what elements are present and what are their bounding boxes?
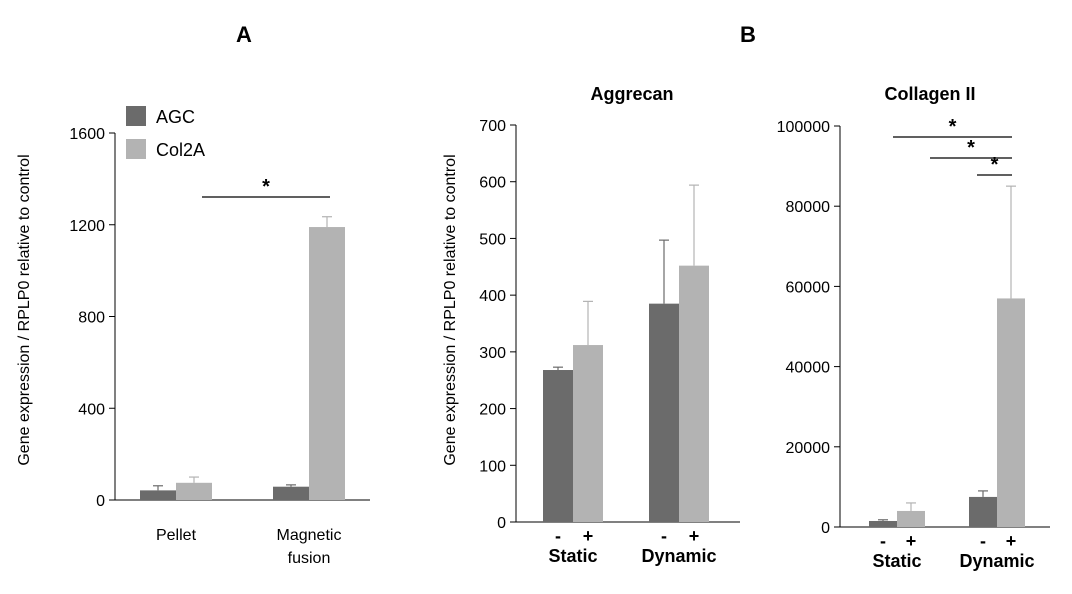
chart-aggrecan-category-label: Static <box>548 546 597 566</box>
chart-collagen-ii-y-tick-label: 40000 <box>786 360 831 377</box>
chart-collagen-ii-condition-plus: + <box>906 531 917 551</box>
chart-collagen-ii-condition-plus: + <box>1006 531 1017 551</box>
chart-a-significance-star: * <box>262 176 270 198</box>
legend-swatch-col2a <box>126 139 146 159</box>
chart-collagen-ii-y-tick-label: 0 <box>821 520 830 537</box>
chart-aggrecan-title: Aggrecan <box>590 84 673 104</box>
chart-aggrecan: Aggrecan Gene expression / RPLP0 relativ… <box>442 84 740 566</box>
chart-collagen-ii-title: Collagen II <box>884 84 975 104</box>
chart-aggrecan-y-tick-label: 600 <box>479 175 506 192</box>
chart-collagen-ii-minus-bar <box>969 496 997 527</box>
chart-collagen-ii-significance-star: * <box>991 154 999 176</box>
chart-aggrecan-y-tick-label: 100 <box>479 458 506 475</box>
chart-aggrecan-condition-minus: - <box>661 526 667 546</box>
chart-collagen-ii-minus-bar <box>869 520 897 527</box>
chart-aggrecan-condition-plus: + <box>689 526 700 546</box>
chart-a-category-label: Magnetic <box>277 527 342 544</box>
chart-collagen-ii-condition-minus: - <box>880 531 886 551</box>
chart-a-y-tick-label: 1600 <box>69 126 105 143</box>
panel-letter-a: A <box>236 22 252 47</box>
chart-aggrecan-condition-minus: - <box>555 526 561 546</box>
chart-aggrecan-y-axis-label: Gene expression / RPLP0 relative to cont… <box>442 154 459 465</box>
chart-a-category-label: fusion <box>288 550 331 567</box>
chart-a: Gene expression / RPLP0 relative to cont… <box>16 126 370 567</box>
chart-a-agc-bar <box>140 490 176 500</box>
legend-label-col2a: Col2A <box>156 140 205 160</box>
chart-a-y-axis-label: Gene expression / RPLP0 relative to cont… <box>16 154 33 465</box>
chart-collagen-ii-plus-bar <box>897 510 925 527</box>
chart-collagen-ii-y-tick-label: 100000 <box>777 119 830 136</box>
chart-collagen-ii-y-tick-label: 80000 <box>786 199 831 216</box>
chart-aggrecan-condition-plus: + <box>583 526 594 546</box>
chart-a-y-tick-label: 0 <box>96 493 105 510</box>
chart-collagen-ii-condition-minus: - <box>980 531 986 551</box>
chart-aggrecan-y-tick-label: 400 <box>479 288 506 305</box>
chart-a-col2a-bar <box>309 227 345 500</box>
chart-aggrecan-y-tick-label: 300 <box>479 345 506 362</box>
chart-collagen-ii-significance-star: * <box>967 137 975 159</box>
chart-aggrecan-y-tick-label: 700 <box>479 118 506 135</box>
legend-label-agc: AGC <box>156 107 195 127</box>
chart-collagen-ii-plus-bar <box>997 298 1025 527</box>
chart-aggrecan-minus-bar <box>543 370 573 522</box>
chart-collagen-ii-category-label: Static <box>872 551 921 571</box>
chart-collagen-ii-y-tick-label: 20000 <box>786 440 831 457</box>
chart-a-y-tick-label: 400 <box>78 401 105 418</box>
chart-a-category-label: Pellet <box>156 527 197 544</box>
chart-aggrecan-y-tick-label: 0 <box>497 515 506 532</box>
panel-letter-b: B <box>740 22 756 47</box>
chart-collagen-ii-significance-star: * <box>949 116 957 138</box>
chart-a-y-tick-label: 800 <box>78 310 105 327</box>
chart-aggrecan-plus-bar <box>573 345 603 522</box>
chart-aggrecan-y-tick-label: 500 <box>479 231 506 248</box>
chart-collagen-ii-y-tick-label: 60000 <box>786 279 831 296</box>
chart-a-y-tick-label: 1200 <box>69 218 105 235</box>
chart-a-agc-bar <box>273 486 309 500</box>
chart-aggrecan-minus-bar <box>649 303 679 522</box>
chart-collagen-ii: Collagen II 0 20000 40000 60000 80000 100000 -… <box>777 84 1050 571</box>
legend-swatch-agc <box>126 106 146 126</box>
chart-collagen-ii-category-label: Dynamic <box>959 551 1034 571</box>
legend: AGC Col2A <box>126 106 205 160</box>
chart-aggrecan-y-tick-label: 200 <box>479 402 506 419</box>
chart-aggrecan-category-label: Dynamic <box>641 546 716 566</box>
chart-a-col2a-bar <box>176 482 212 500</box>
chart-aggrecan-plus-bar <box>679 265 709 522</box>
